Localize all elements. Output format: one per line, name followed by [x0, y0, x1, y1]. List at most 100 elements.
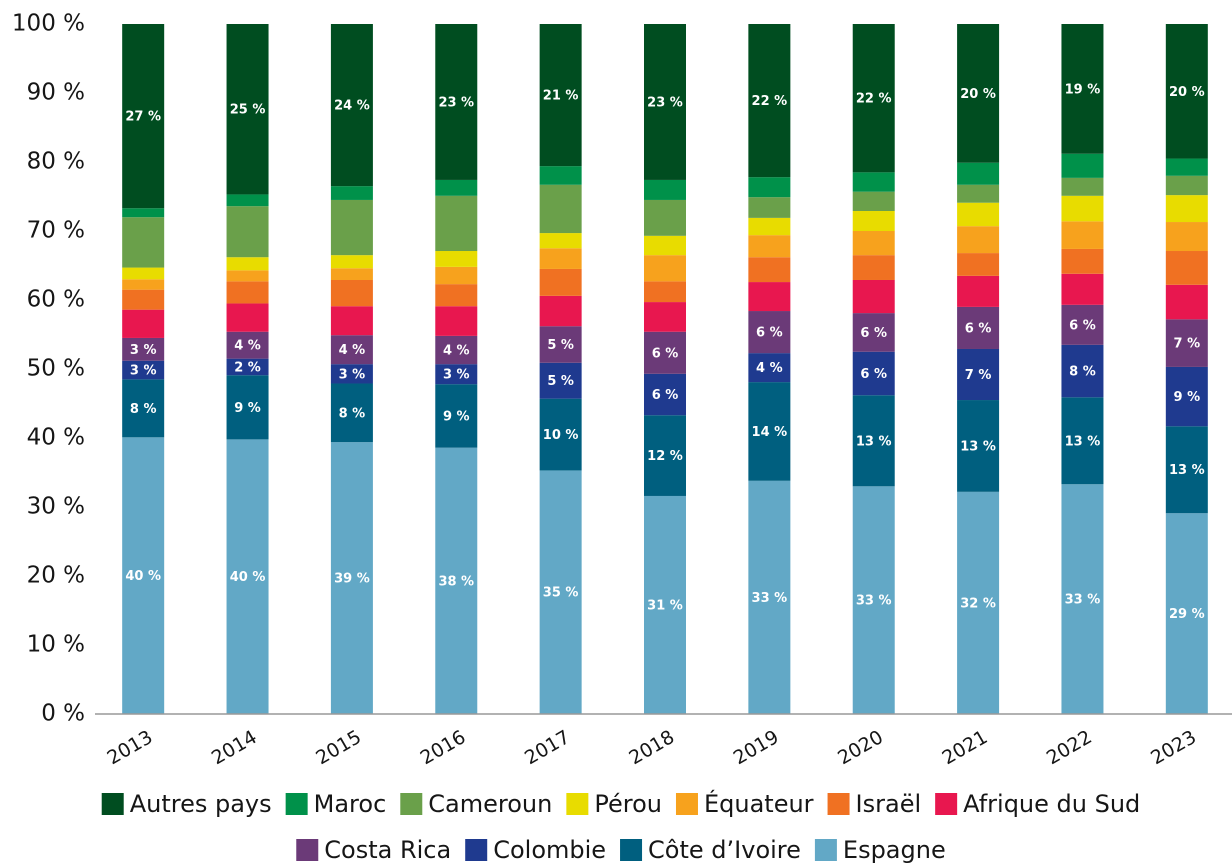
bar-segment — [330, 24, 373, 187]
bar-segment — [957, 491, 1000, 714]
data-label: 6 % — [860, 326, 887, 341]
bar-segment — [644, 24, 686, 180]
bar-segment — [1061, 397, 1104, 485]
data-label: 12 % — [647, 449, 683, 464]
bar-segment — [226, 194, 269, 207]
bar-segment — [1061, 344, 1104, 398]
bar-segment — [852, 172, 895, 192]
x-tick-label: 2020 — [834, 726, 887, 769]
data-label: 8 % — [1069, 365, 1096, 380]
data-label: 13 % — [960, 439, 996, 454]
bar-segment — [644, 179, 686, 200]
bar-segment — [644, 255, 686, 282]
x-tick-label: 2018 — [625, 726, 678, 769]
bar-segment — [122, 208, 165, 218]
legend-label: Cameroun — [428, 790, 552, 818]
bar-segment — [330, 364, 373, 384]
data-label: 35 % — [543, 586, 579, 601]
bar-segment — [122, 309, 165, 338]
bar-segment — [852, 231, 895, 256]
bar-segment — [852, 351, 895, 396]
bar-segment — [435, 384, 478, 448]
legend-swatch — [935, 793, 958, 815]
bar-segment — [957, 226, 1000, 254]
data-label: 7 % — [965, 368, 992, 383]
bar-segment — [122, 24, 165, 209]
data-label: 38 % — [438, 574, 474, 589]
y-tick-label: 70 % — [27, 218, 85, 244]
data-label: 5 % — [547, 374, 574, 389]
data-label: 4 % — [339, 343, 366, 358]
y-tick-label: 20 % — [27, 563, 85, 589]
bar-segment — [330, 199, 373, 256]
x-tick-label: 2021 — [938, 726, 991, 769]
bar-segment — [1061, 273, 1104, 305]
bar-segment — [226, 358, 269, 376]
x-tick-label: 2014 — [208, 726, 261, 769]
y-tick-label: 0 % — [41, 701, 85, 727]
data-label: 33 % — [856, 594, 892, 609]
bar-segment — [226, 439, 269, 714]
data-label: 3 % — [130, 343, 157, 358]
legend-label: Pérou — [594, 790, 662, 818]
data-label: 6 % — [860, 367, 887, 382]
data-label: 19 % — [1065, 82, 1101, 97]
bar-segment — [435, 447, 478, 714]
bar-segment — [748, 480, 791, 714]
bar-segment — [1165, 195, 1208, 223]
bar-segment — [957, 348, 1000, 401]
bar-segment — [1061, 177, 1104, 196]
bar-segment — [748, 235, 791, 258]
data-label: 29 % — [1169, 607, 1205, 622]
bar-segment — [748, 257, 791, 283]
data-label: 33 % — [1065, 593, 1101, 608]
bar-segment — [852, 313, 895, 352]
bar-segment — [852, 486, 895, 714]
bar-segment — [1165, 319, 1208, 367]
legend-swatch — [101, 793, 124, 815]
data-label: 4 % — [234, 339, 261, 354]
bar-segment — [226, 24, 269, 195]
legend-label: Maroc — [314, 790, 387, 818]
data-label: 20 % — [1169, 85, 1205, 100]
bar-segment — [1165, 251, 1208, 285]
bar-segment — [852, 191, 895, 211]
bar-segment — [644, 373, 686, 416]
bar-segment — [435, 179, 478, 196]
bar-segment — [539, 268, 582, 296]
bar-segment — [644, 331, 686, 374]
bar-segment — [1165, 426, 1208, 514]
bar-segment — [957, 400, 1000, 492]
bar-segment — [122, 360, 165, 380]
x-tick-label: 2015 — [312, 726, 365, 769]
bar-segment — [539, 248, 582, 269]
y-tick-label: 40 % — [27, 425, 85, 451]
legend-label: Espagne — [843, 836, 946, 864]
legend-swatch — [827, 793, 850, 815]
bar-segment — [644, 281, 686, 303]
data-label: 13 % — [1065, 434, 1101, 449]
bar-segment — [330, 255, 373, 269]
data-label: 4 % — [443, 344, 470, 359]
legend-swatch — [675, 793, 698, 815]
data-label: 3 % — [443, 368, 470, 383]
bar-segment — [1165, 158, 1208, 176]
bar-segment — [748, 24, 791, 178]
data-label: 8 % — [339, 406, 366, 421]
legend-label: Autres pays — [130, 790, 272, 818]
bar-segment — [435, 364, 478, 385]
bar-segment — [330, 186, 373, 200]
data-label: 9 % — [234, 401, 261, 416]
bar-segment — [1061, 304, 1104, 345]
data-label: 23 % — [647, 95, 683, 110]
bar-segment — [852, 395, 895, 487]
legend-swatch — [814, 839, 837, 861]
data-label: 8 % — [130, 402, 157, 417]
bar-segment — [1165, 366, 1208, 427]
bar-segment — [852, 24, 895, 173]
bar-segment — [957, 253, 1000, 276]
bar-segment — [852, 210, 895, 231]
bar-segment — [226, 270, 269, 282]
bar-segment — [435, 251, 478, 267]
